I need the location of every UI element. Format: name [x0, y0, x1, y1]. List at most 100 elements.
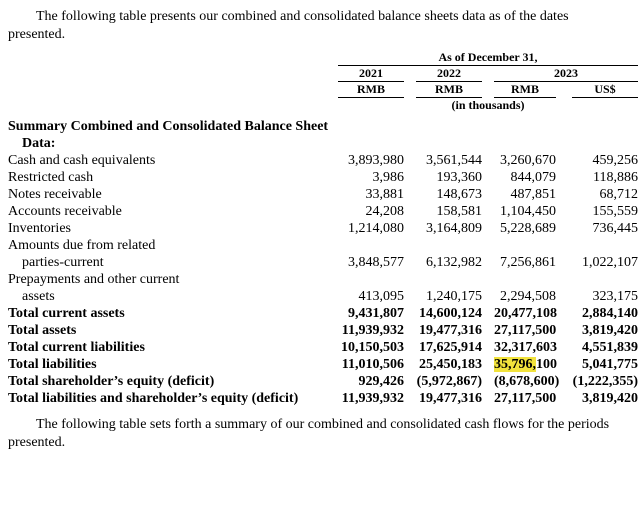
column-gap: [482, 339, 494, 356]
value-cell: (1,222,355): [572, 374, 638, 389]
column-gap: [404, 339, 416, 356]
table-row: Amounts due from related parties-current…: [8, 237, 638, 271]
column-gap: [556, 186, 572, 203]
value-cell: 1,104,450: [500, 204, 556, 219]
column-gap: [556, 169, 572, 186]
unit-note: (in thousands): [451, 98, 525, 112]
highlighted-value: 35,796,: [494, 357, 536, 372]
column-gap: [404, 82, 416, 98]
value-cell: 2,884,140: [582, 306, 638, 321]
table-row: Prepayments and other current assets 413…: [8, 271, 638, 305]
column-gap: [404, 66, 416, 82]
value-cell: 155,559: [592, 204, 639, 219]
empty-header-cell: [8, 82, 338, 98]
value-cell: 844,079: [510, 170, 557, 185]
row-label: Notes receivable: [8, 187, 102, 202]
value-cell: 5,228,689: [500, 221, 556, 236]
table-row: Cash and cash equivalents 3,893,980 3,56…: [8, 152, 638, 169]
currency-header-usd-2023: US$: [572, 81, 638, 98]
year-header-2022: 2022: [416, 65, 482, 82]
column-gap: [482, 271, 494, 305]
value-cell: 413,095: [358, 289, 405, 304]
value-cell: 1,214,080: [348, 221, 404, 236]
column-gap: [404, 322, 416, 339]
column-gap: [404, 356, 416, 373]
section-header: Summary Combined and Consolidated Balanc…: [8, 119, 329, 151]
column-gap: [404, 271, 416, 305]
column-gap: [404, 152, 416, 169]
value-cell: 3,893,980: [348, 153, 404, 168]
row-label: Prepayments and other current assets: [8, 272, 180, 304]
value-cell: 9,431,807: [348, 306, 404, 321]
table-row: Notes receivable 33,881 148,673 487,851 …: [8, 186, 638, 203]
column-gap: [404, 186, 416, 203]
row-label: Amounts due from related parties-current: [8, 238, 156, 270]
column-gap: [404, 237, 416, 271]
value-cell-highlighted: 35,796,100: [494, 356, 557, 373]
value-cell: 20,477,108: [494, 306, 557, 321]
column-gap: [482, 169, 494, 186]
currency-header-rmb-2021: RMB: [338, 81, 404, 98]
empty-header-cell: [8, 50, 338, 66]
value-cell: 459,256: [592, 153, 639, 168]
column-gap: [404, 305, 416, 322]
table-row-total: Total shareholder’s equity (deficit) 929…: [8, 373, 638, 390]
value-cell: 3,819,420: [582, 323, 638, 338]
value-cell: 193,360: [436, 170, 483, 185]
row-label: Total liabilities: [8, 357, 97, 372]
column-gap: [556, 322, 572, 339]
empty-header-cell: [8, 98, 338, 114]
row-label: Restricted cash: [8, 170, 94, 185]
value-cell: 118,886: [593, 170, 638, 185]
value-cell: 3,561,544: [426, 153, 482, 168]
value-cell: 3,986: [372, 170, 405, 185]
column-gap: [556, 271, 572, 305]
value-cell: 929,426: [358, 374, 405, 389]
row-label: Cash and cash equivalents: [8, 153, 156, 168]
value-cell: 10,150,503: [341, 340, 404, 355]
column-gap: [404, 203, 416, 220]
table-row-total: Total liabilities and shareholder’s equi…: [8, 390, 638, 407]
value-cell: 4,551,839: [582, 340, 638, 355]
column-gap: [404, 373, 416, 390]
value-cell: 158,581: [436, 204, 483, 219]
currency-header-rmb-2023: RMB: [494, 81, 556, 98]
section-header-row: Summary Combined and Consolidated Balanc…: [8, 113, 638, 152]
value-cell: 24,208: [365, 204, 405, 219]
column-gap: [556, 237, 572, 271]
column-gap: [556, 390, 572, 407]
column-gap: [404, 169, 416, 186]
column-gap: [482, 305, 494, 322]
row-label: Total current assets: [8, 306, 125, 321]
column-gap: [482, 82, 494, 98]
table-row-total: Total liabilities 11,010,506 25,450,183 …: [8, 356, 638, 373]
value-cell: 3,848,577: [348, 255, 404, 270]
value-cell: 323,175: [592, 289, 639, 304]
value-cell: 736,445: [592, 221, 639, 236]
value-cell: (5,972,867): [416, 374, 482, 389]
value-cell: 27,117,500: [494, 391, 557, 406]
intro-paragraph: The following table presents our combine…: [8, 9, 569, 42]
column-gap: [404, 220, 416, 237]
column-gap: [556, 82, 572, 98]
row-label: Total shareholder’s equity (deficit): [8, 374, 215, 389]
column-gap: [482, 66, 494, 82]
value-cell: 32,317,603: [494, 340, 557, 355]
column-gap: [482, 390, 494, 407]
balance-sheet-table: As of December 31, 2021 2022 2023 RMB RM…: [8, 50, 638, 407]
value-cell: 2,294,508: [500, 289, 556, 304]
value-cell: 17,625,914: [419, 340, 482, 355]
column-gap: [556, 203, 572, 220]
column-gap: [482, 237, 494, 271]
currency-row: RMB RMB RMB US$: [8, 81, 638, 98]
row-label: Inventories: [8, 221, 71, 236]
value-cell: 11,939,932: [341, 391, 404, 406]
value-cell: 1,240,175: [426, 289, 482, 304]
value-cell: 25,450,183: [419, 357, 482, 372]
table-row: Inventories 1,214,080 3,164,809 5,228,68…: [8, 220, 638, 237]
row-label: Total liabilities and shareholder’s equi…: [8, 391, 299, 406]
spanner-header: As of December 31,: [338, 50, 638, 66]
value-cell: 19,477,316: [419, 391, 482, 406]
year-header-2021: 2021: [338, 65, 404, 82]
